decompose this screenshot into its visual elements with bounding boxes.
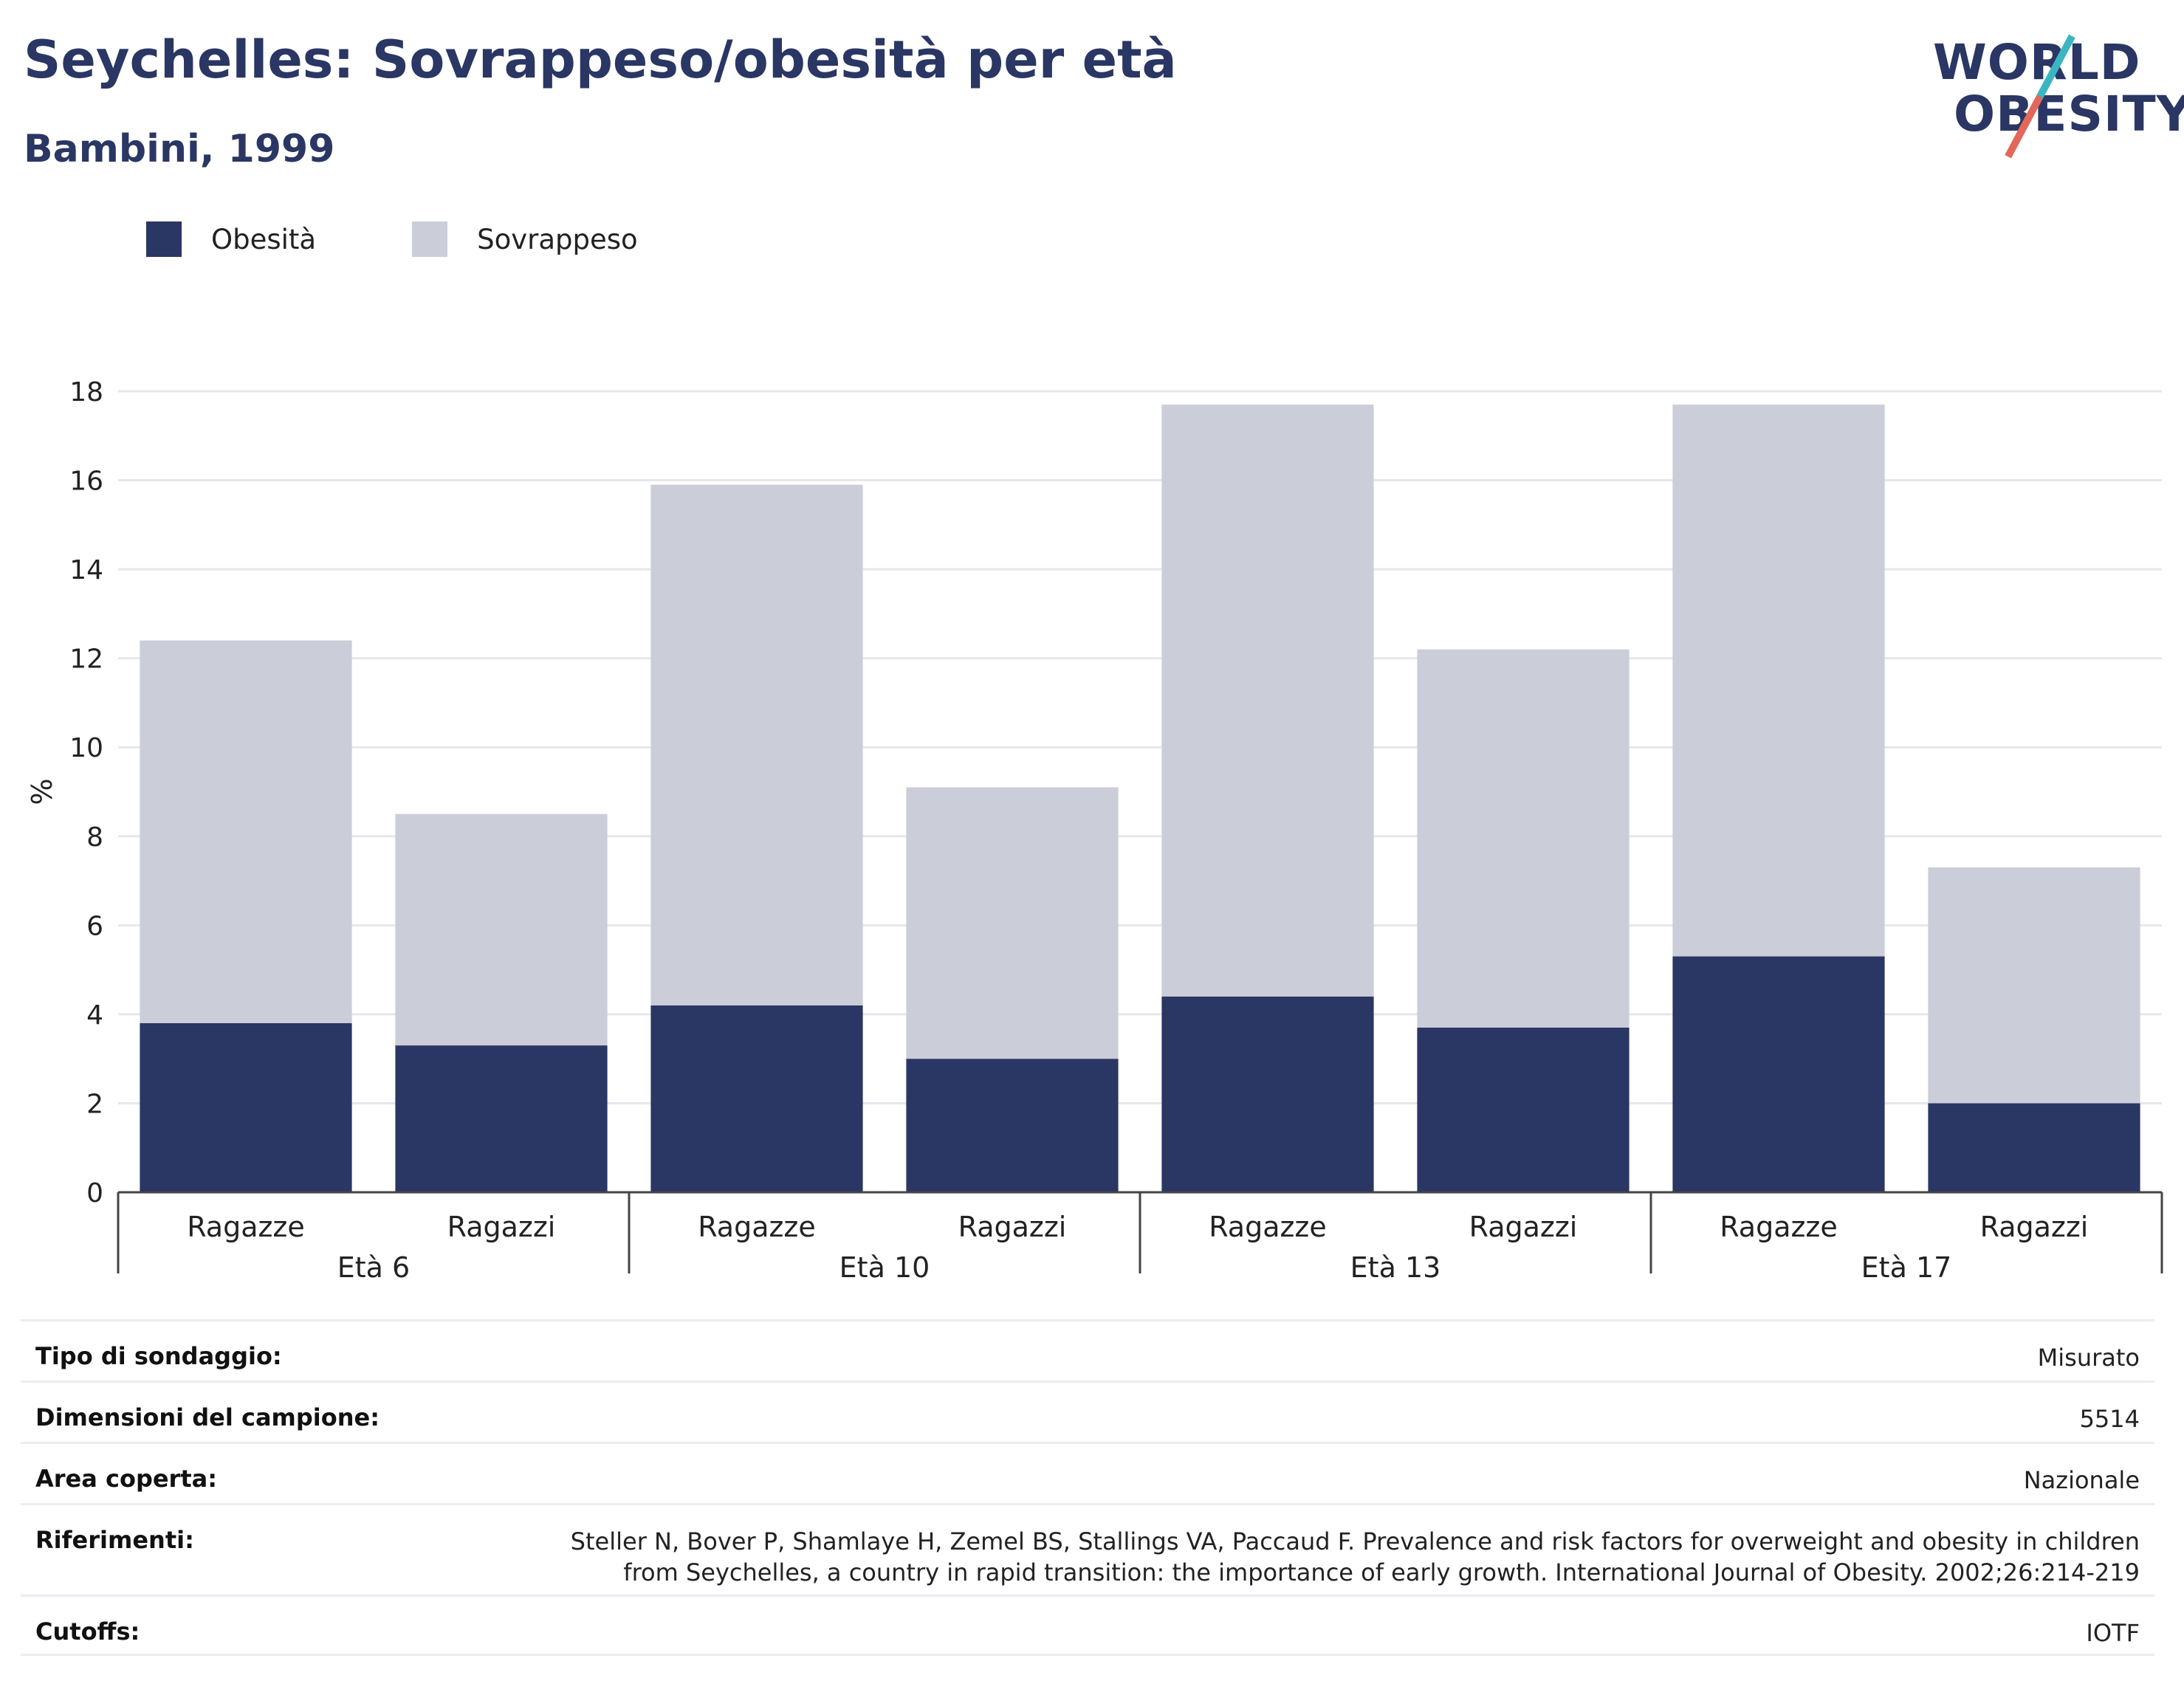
legend-item-obesity[interactable]: Obesità [146,221,316,257]
bar-overweight [1417,649,1630,1028]
info-value: IOTF [2086,1619,2140,1647]
group-label: Età 10 [839,1251,930,1284]
bar-obesity [906,1059,1119,1192]
info-value: Steller N, Bover P, Shamlaye H, Zemel BS… [570,1527,2140,1586]
page-title: Seychelles: Sovrappeso/obesità per età [24,30,1177,90]
x-tick-label: Ragazze [1720,1211,1838,1243]
bar-obesity [1161,996,1374,1192]
info-row-references: Riferimenti: Steller N, Bover P, Shamlay… [21,1503,2154,1595]
info-key: Area coperta: [35,1465,218,1493]
info-value: Nazionale [2023,1466,2140,1494]
y-tick-label: 10 [69,733,103,763]
info-row-survey-type: Tipo di sondaggio: Misurato [21,1319,2154,1381]
bar-obesity [1672,956,1885,1192]
x-tick-label: Ragazze [1209,1211,1327,1243]
x-tick-label: Ragazzi [1469,1211,1578,1243]
info-row-cutoffs: Cutoffs: IOTF [21,1595,2154,1656]
bar-overweight [650,484,863,1005]
info-row-area: Area coperta: Nazionale [21,1442,2154,1503]
x-tick-label: Ragazzi [1980,1211,2089,1243]
logo-line-1: WORLD [1933,34,2141,91]
x-tick-label: Ragazze [187,1211,305,1243]
y-axis-label: % [26,778,58,805]
bar-overweight [1672,405,1885,957]
legend-swatch-overweight [412,221,448,257]
info-key: Dimensioni del campione: [35,1403,380,1431]
page-subtitle: Bambini, 1999 [24,127,335,171]
legend-item-overweight[interactable]: Sovrappeso [412,221,638,257]
stacked-bar-chart: 0 2 4 6 8 10 12 14 16 18% Ragazze Ragazzi Ragazze Rag… [26,377,2163,1284]
info-value: 5514 [2079,1405,2140,1433]
y-tick-label: 0 [86,1178,103,1208]
legend-label-overweight: Sovrappeso [477,223,638,255]
group-label: Età 17 [1861,1251,1952,1284]
info-key: Cutoffs: [35,1617,140,1646]
chart-legend: Obesità Sovrappeso [146,221,734,257]
bar-obesity [1417,1027,1630,1192]
y-tick-label: 14 [69,555,103,585]
x-tick-label: Ragazze [698,1211,816,1243]
bar-overweight [140,640,352,1023]
bar-overweight [395,814,608,1046]
y-tick-label: 16 [69,467,103,497]
world-obesity-logo: WORLD OBESITY [1933,31,2184,159]
legend-label-obesity: Obesità [211,223,317,255]
legend-swatch-obesity [146,221,182,257]
y-tick-label: 18 [69,377,103,408]
y-tick-label: 12 [69,644,103,675]
y-tick-label: 8 [86,822,103,853]
bar-obesity [140,1022,352,1192]
bar-overweight [906,787,1119,1059]
group-label: Età 13 [1350,1251,1441,1284]
x-tick-label: Ragazzi [447,1211,556,1243]
y-tick-label: 4 [86,1000,103,1031]
y-tick-label: 2 [86,1089,103,1119]
bar-obesity [1928,1103,2140,1192]
info-value: Misurato [2037,1344,2140,1372]
info-key: Tipo di sondaggio: [35,1342,282,1370]
group-label: Età 6 [337,1251,410,1284]
bar-overweight [1928,867,2140,1104]
info-key: Riferimenti: [35,1526,194,1554]
info-table: Tipo di sondaggio: Misurato Dimensioni d… [21,1319,2154,1656]
bar-obesity [650,1005,863,1192]
info-row-sample-size: Dimensioni del campione: 5514 [21,1381,2154,1442]
logo-line-2: OBESITY [1954,86,2184,142]
bar-overweight [1161,405,1374,997]
x-tick-label: Ragazzi [958,1211,1067,1243]
bar-obesity [395,1045,608,1192]
y-tick-label: 6 [86,911,103,941]
